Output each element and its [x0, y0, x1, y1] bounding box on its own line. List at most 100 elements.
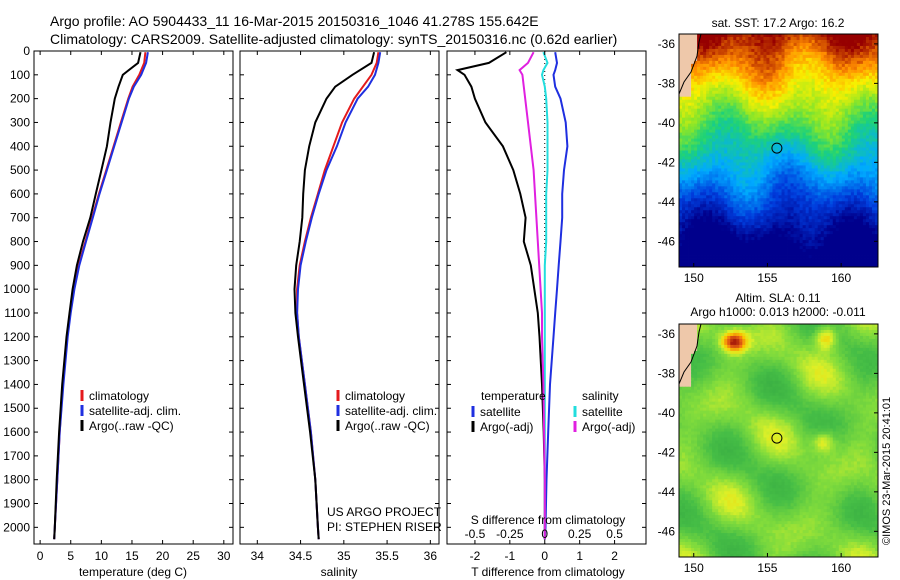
map-cell — [820, 111, 825, 116]
map-cell — [706, 231, 710, 235]
map-cell — [826, 87, 831, 92]
map-cell — [733, 87, 737, 92]
map-cell — [841, 48, 846, 53]
map-cell — [787, 222, 791, 226]
map-cell — [754, 204, 758, 208]
map-cell — [805, 72, 810, 77]
map-cell — [709, 228, 713, 232]
map-cell — [775, 210, 779, 214]
map-cell — [751, 228, 755, 232]
map-cell — [826, 102, 831, 107]
map-cell — [868, 102, 873, 107]
map-cell — [790, 210, 794, 214]
map-cell — [871, 150, 876, 154]
map-cell — [703, 117, 707, 122]
map-cell — [688, 57, 692, 62]
map-cell — [844, 69, 849, 74]
series-line — [293, 51, 376, 540]
map-cell — [781, 135, 785, 139]
map-cell — [871, 222, 876, 226]
map-cell — [748, 159, 752, 163]
map-cell — [766, 231, 770, 235]
map-cell — [853, 168, 858, 172]
map-cell — [859, 177, 864, 181]
map-cell — [805, 237, 810, 241]
map-cell — [733, 147, 737, 151]
map-cell — [811, 45, 816, 50]
x-tick-label: 20 — [156, 549, 170, 563]
map-cell — [727, 198, 731, 202]
map-cell — [850, 72, 855, 77]
map-cell — [760, 246, 764, 250]
map-cell — [706, 216, 710, 220]
map-cell — [817, 42, 822, 47]
map-cell — [820, 60, 825, 65]
map-cell — [832, 156, 837, 160]
map-cell — [790, 186, 794, 190]
map-cell — [844, 75, 849, 80]
map-cell — [787, 150, 791, 154]
map-cell — [694, 48, 698, 53]
map-cell — [835, 96, 840, 101]
map-cell — [745, 243, 749, 247]
map-cell — [862, 75, 867, 80]
map-cell — [730, 48, 734, 53]
map-cell — [772, 81, 776, 86]
map-cell — [784, 222, 788, 226]
map-cell — [847, 222, 852, 226]
map-cell — [712, 54, 716, 59]
map-cell — [748, 243, 752, 247]
map-cell — [760, 222, 764, 226]
map-cell — [727, 45, 731, 50]
map-cell — [703, 243, 707, 247]
x-tick-label: 0 — [541, 549, 548, 563]
map-cell — [802, 174, 807, 178]
map-cell — [865, 204, 870, 208]
map-cell — [853, 120, 858, 125]
map-cell — [856, 177, 861, 181]
map-cell — [871, 147, 876, 151]
map-cell — [859, 240, 864, 244]
map-cell — [817, 156, 822, 160]
map-cell — [781, 243, 785, 247]
map-cell — [814, 183, 819, 187]
map-cell — [859, 153, 864, 157]
map-cell — [859, 45, 864, 50]
map-cell — [691, 135, 695, 139]
map-cell — [724, 183, 728, 187]
map-cell — [808, 204, 813, 208]
map-cell — [679, 180, 683, 184]
map-cell — [871, 108, 876, 113]
map-cell — [727, 129, 731, 133]
map-cell — [799, 84, 804, 89]
map-cell — [721, 231, 725, 235]
map-cell — [778, 171, 782, 175]
map-cell — [733, 150, 737, 154]
map-cell — [784, 180, 788, 184]
map-cell — [874, 87, 878, 92]
map-cell — [697, 78, 701, 83]
map-cell — [826, 105, 831, 110]
map-cell — [727, 240, 731, 244]
map-cell — [865, 180, 870, 184]
map-cell — [805, 93, 810, 98]
map-cell — [754, 78, 758, 83]
map-cell — [721, 141, 725, 145]
map-cell — [757, 240, 761, 244]
map-cell — [739, 231, 743, 235]
map-cell — [709, 198, 713, 202]
map-cell — [736, 102, 740, 107]
map-cell — [760, 90, 764, 95]
map-cell — [805, 42, 810, 47]
map-cell — [793, 234, 797, 238]
map-cell — [784, 156, 788, 160]
map-cell — [868, 69, 873, 74]
map-cell — [679, 189, 683, 193]
map-cell — [802, 108, 807, 113]
map-cell — [838, 174, 843, 178]
map-cell — [733, 180, 737, 184]
map-cell — [769, 34, 773, 38]
map-cell — [739, 54, 743, 59]
map-cell — [685, 153, 689, 157]
map-cell — [829, 60, 834, 65]
